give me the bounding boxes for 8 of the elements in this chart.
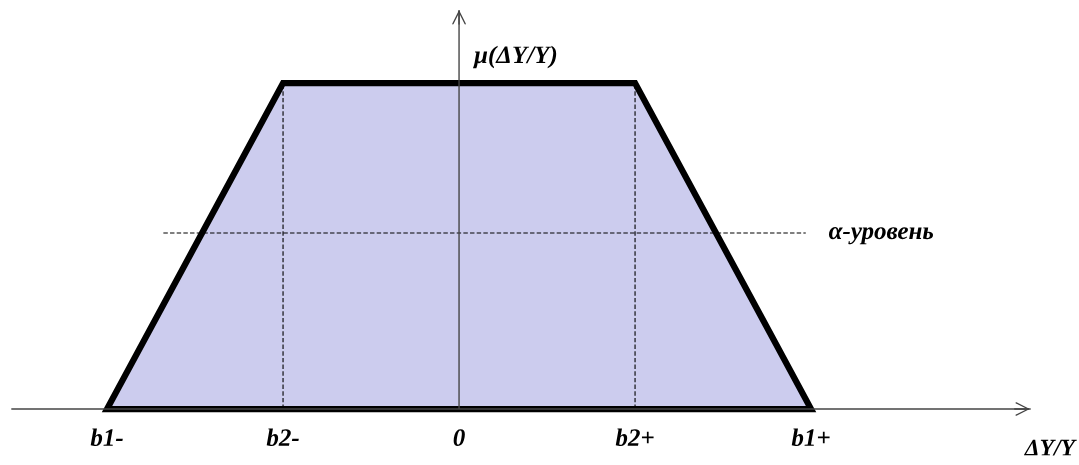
ref-line-label: α-уровень [828, 227, 934, 245]
x-tick-label: b1- [90, 428, 123, 447]
x-tick-label: b1+ [791, 428, 830, 447]
x-tick-label: b2+ [615, 428, 654, 447]
y-axis-title: μ(ΔY/Y) [472, 45, 557, 69]
x-axis-title: ΔY/Y [1024, 439, 1077, 456]
x-tick-label: b2- [266, 428, 299, 447]
x-tick-label: 0 [453, 429, 465, 447]
